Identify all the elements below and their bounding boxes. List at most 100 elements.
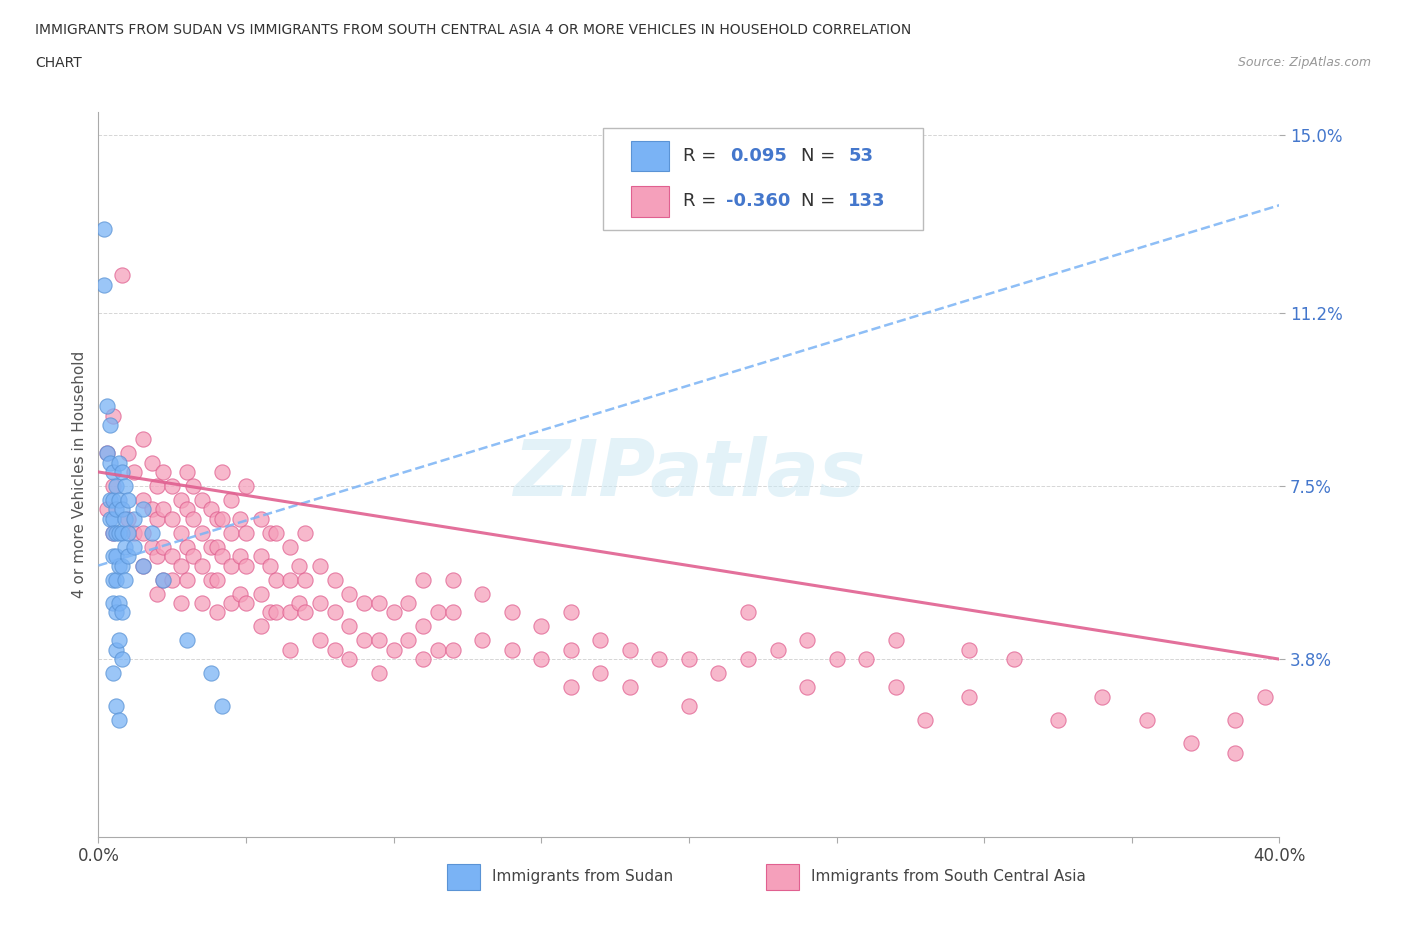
Point <box>132 558 155 573</box>
Point <box>678 652 700 667</box>
Point <box>122 512 145 526</box>
Point <box>108 493 131 508</box>
Point <box>111 652 134 667</box>
Text: 0.095: 0.095 <box>730 147 787 165</box>
Point <box>132 493 155 508</box>
Point <box>560 604 582 619</box>
Bar <box>766 864 799 890</box>
Point <box>105 698 128 713</box>
Point <box>323 572 346 587</box>
Point <box>105 502 128 517</box>
Text: IMMIGRANTS FROM SUDAN VS IMMIGRANTS FROM SOUTH CENTRAL ASIA 4 OR MORE VEHICLES I: IMMIGRANTS FROM SUDAN VS IMMIGRANTS FROM… <box>35 23 911 37</box>
Point <box>117 512 139 526</box>
Point <box>959 643 981 658</box>
Point <box>250 549 273 564</box>
Point <box>1180 736 1202 751</box>
Point <box>132 502 155 517</box>
Point <box>105 525 128 540</box>
Point <box>103 512 125 526</box>
Text: N =: N = <box>801 147 841 165</box>
Point <box>796 680 818 695</box>
Point <box>117 445 139 460</box>
Text: N =: N = <box>801 193 841 210</box>
Point <box>152 502 174 517</box>
Point <box>205 539 228 554</box>
Point <box>914 712 936 727</box>
Point <box>152 464 174 479</box>
Point <box>368 666 391 681</box>
Point <box>264 572 287 587</box>
Point <box>441 643 464 658</box>
Point <box>884 680 907 695</box>
Point <box>221 493 243 508</box>
Point <box>235 525 257 540</box>
Point <box>339 586 361 601</box>
Point <box>98 512 121 526</box>
Point <box>1046 712 1070 727</box>
Point <box>471 633 494 648</box>
Point <box>221 595 243 610</box>
Point <box>93 221 115 236</box>
Point <box>501 643 523 658</box>
Point <box>205 512 228 526</box>
Text: 53: 53 <box>848 147 873 165</box>
Point <box>176 633 198 648</box>
Point <box>200 502 222 517</box>
Point <box>162 549 183 564</box>
Point <box>93 277 115 292</box>
Point <box>103 493 125 508</box>
Point <box>111 268 134 283</box>
Point <box>280 643 302 658</box>
Point <box>152 539 174 554</box>
Point <box>122 539 145 554</box>
Y-axis label: 4 or more Vehicles in Household: 4 or more Vehicles in Household <box>72 351 87 598</box>
Point <box>103 525 125 540</box>
Point <box>96 399 118 414</box>
Point <box>114 539 136 554</box>
Point <box>114 512 136 526</box>
Point <box>108 595 131 610</box>
Point <box>264 525 287 540</box>
Point <box>176 464 198 479</box>
Point <box>114 479 136 494</box>
Point <box>229 512 252 526</box>
Point <box>191 595 214 610</box>
Point <box>108 633 131 648</box>
Point <box>294 572 316 587</box>
Point <box>294 604 316 619</box>
Point <box>111 604 134 619</box>
Point <box>205 572 228 587</box>
Point <box>98 418 121 432</box>
Point <box>191 525 214 540</box>
Point <box>368 595 391 610</box>
Point <box>441 604 464 619</box>
Point <box>412 652 434 667</box>
Point <box>589 666 612 681</box>
Point <box>855 652 877 667</box>
Point <box>141 539 163 554</box>
Point <box>108 558 131 573</box>
Point <box>382 604 405 619</box>
Point <box>441 572 464 587</box>
Point <box>648 652 671 667</box>
Point <box>114 572 136 587</box>
Point <box>98 455 121 470</box>
Point <box>619 680 641 695</box>
Bar <box>631 140 669 171</box>
Point <box>96 445 118 460</box>
Point <box>152 572 174 587</box>
Point <box>471 586 494 601</box>
Point <box>382 643 405 658</box>
Point <box>103 572 125 587</box>
Point <box>146 549 169 564</box>
Point <box>1254 689 1277 704</box>
Point <box>146 512 169 526</box>
Point <box>211 512 233 526</box>
Point <box>235 479 257 494</box>
Point <box>259 525 281 540</box>
Point <box>191 558 214 573</box>
Point <box>229 586 252 601</box>
Point <box>398 633 420 648</box>
Point <box>111 502 134 517</box>
Point <box>1091 689 1114 704</box>
